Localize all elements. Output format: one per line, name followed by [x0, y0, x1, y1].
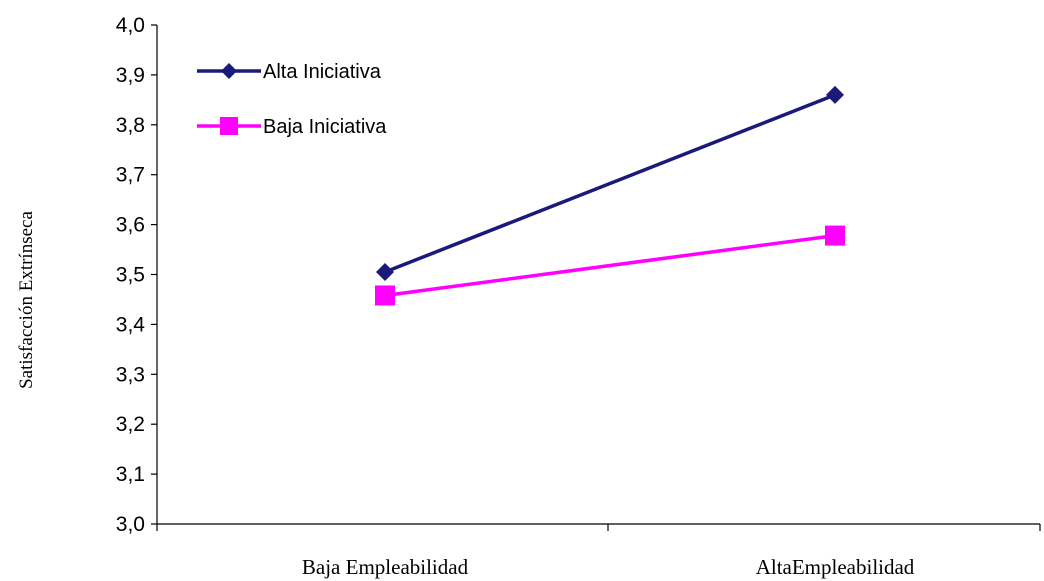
y-tick-label: 3,7 [116, 164, 145, 187]
y-tick-label: 3,4 [116, 313, 146, 336]
x-tick-label: Baja Empleabilidad [302, 555, 469, 579]
legend-label-baja-iniciativa: Baja Iniciativa [263, 116, 387, 138]
series-line-0 [384, 93, 836, 274]
x-tick-label: AltaEmpleabilidad [756, 555, 915, 579]
x-axis: Baja Empleabilidad AltaEmpleabilidad [156, 523, 1041, 579]
legend-label-alta-iniciativa: Alta Iniciativa [263, 61, 382, 83]
data-point-square [375, 285, 395, 306]
legend-diamond-icon [221, 63, 237, 79]
data-point-diamond [376, 263, 394, 282]
legend: Alta Iniciativa Baja Iniciativa [197, 61, 387, 138]
y-tick-label: 3,2 [116, 413, 145, 436]
y-tick-label: 3,6 [116, 214, 145, 237]
y-tick-label: 3,1 [116, 463, 145, 486]
y-tick-label: 3,3 [116, 363, 145, 386]
series-layer [375, 85, 845, 306]
data-point-diamond [826, 85, 844, 104]
y-tick-label: 3,0 [116, 513, 145, 536]
series-line-1 [384, 233, 836, 298]
y-axis-title: Satisfacción Extrínseca [16, 211, 37, 389]
y-tick-label: 3,8 [116, 114, 145, 137]
y-tick-label: 3,5 [116, 264, 145, 287]
legend-square-icon [220, 117, 238, 135]
y-tick-label: 4,0 [116, 14, 145, 37]
y-axis-ticks: 3,0 3,1 3,2 3,3 3,4 3,5 3,6 3,7 3,8 3,9 4,0 [116, 14, 158, 536]
data-point-square [825, 225, 845, 246]
y-tick-label: 3,9 [116, 64, 145, 87]
